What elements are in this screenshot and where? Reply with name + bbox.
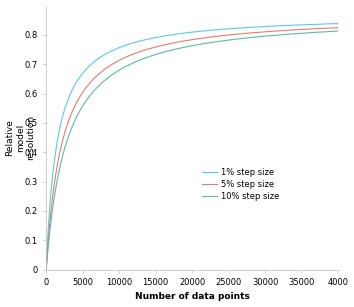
1% step size <box>336 22 340 25</box>
5% step size <box>276 29 280 33</box>
1% step size <box>44 267 48 271</box>
Line: 1% step size: 1% step size <box>46 24 338 269</box>
10% step size <box>217 40 221 43</box>
Legend: 1% step size, 5% step size, 10% step size: 1% step size, 5% step size, 10% step siz… <box>202 168 280 201</box>
Y-axis label: Relative
model
resolution: Relative model resolution <box>6 115 35 160</box>
1% step size <box>150 37 154 40</box>
5% step size <box>336 26 340 29</box>
5% step size <box>44 268 48 271</box>
1% step size <box>229 27 234 30</box>
5% step size <box>59 146 63 150</box>
1% step size <box>59 122 63 125</box>
10% step size <box>44 268 48 271</box>
1% step size <box>276 24 280 28</box>
10% step size <box>229 38 234 41</box>
5% step size <box>260 30 264 34</box>
Line: 5% step size: 5% step size <box>46 28 338 270</box>
10% step size <box>276 33 280 37</box>
X-axis label: Number of data points: Number of data points <box>135 293 250 301</box>
1% step size <box>217 28 221 31</box>
1% step size <box>260 25 264 29</box>
10% step size <box>150 54 154 57</box>
5% step size <box>150 46 154 50</box>
10% step size <box>59 161 63 165</box>
Line: 10% step size: 10% step size <box>46 31 338 270</box>
5% step size <box>217 34 221 38</box>
5% step size <box>229 33 234 37</box>
10% step size <box>336 29 340 33</box>
10% step size <box>260 34 264 38</box>
